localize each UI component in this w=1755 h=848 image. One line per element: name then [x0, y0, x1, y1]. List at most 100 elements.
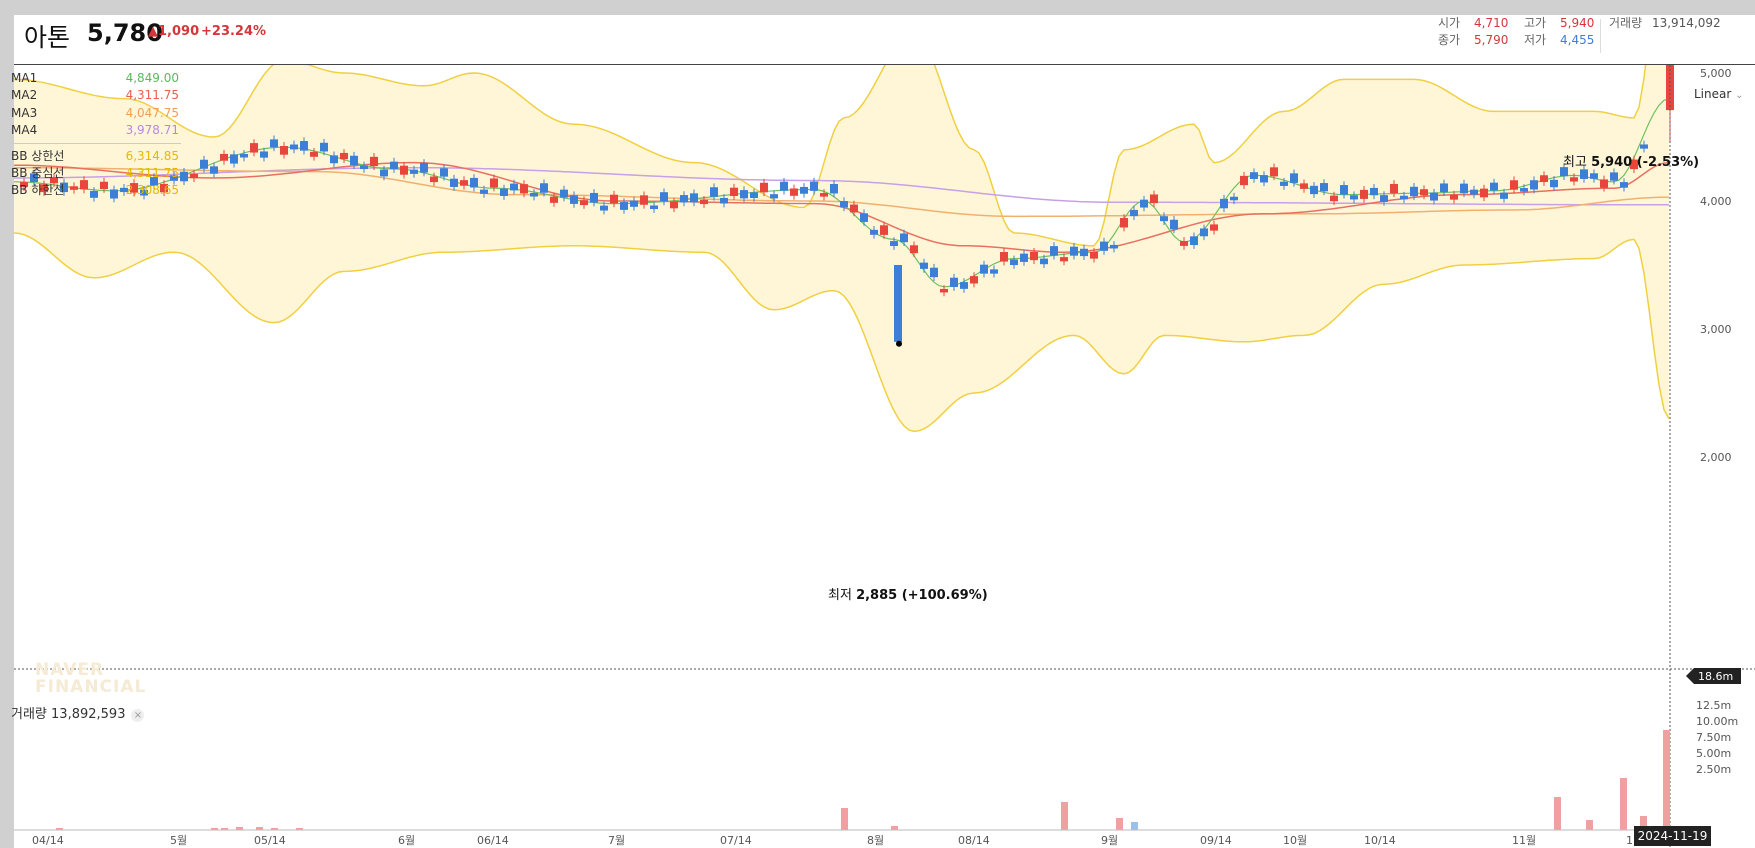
- candle-body: [450, 178, 458, 187]
- candle-body: [1340, 185, 1348, 195]
- close-icon[interactable]: ×: [131, 709, 145, 722]
- bollinger-lower-line: [14, 232, 1670, 433]
- candle-body: [540, 183, 548, 193]
- candle-body: [410, 169, 418, 174]
- ohlc-values-col2: 5,940 4,455: [1560, 15, 1594, 49]
- candle-body: [820, 193, 828, 197]
- volume-label: 거래량: [1609, 16, 1643, 30]
- candle-body: [1260, 175, 1268, 183]
- candle-body: [690, 193, 698, 203]
- x-axis-label: 6월: [398, 834, 415, 847]
- candle-body: [1450, 194, 1458, 200]
- low-label: 저가: [1524, 33, 1547, 47]
- candle-body: [700, 199, 708, 205]
- candle-body: [730, 187, 738, 196]
- watermark-logo: NAVER FINANCIAL: [35, 662, 146, 696]
- high-annotation: 최고 5,940 (-2.53%): [1563, 155, 1700, 170]
- candle-body: [20, 182, 28, 188]
- candle-body: [430, 176, 438, 183]
- price-chart-canvas[interactable]: 6,0005,0004,0003,0002,0005,79018.6m12.5m…: [14, 65, 1755, 848]
- candle-body-drop: [894, 265, 902, 342]
- candle-body: [640, 195, 648, 205]
- candle-body: [650, 205, 658, 210]
- candle-body: [400, 165, 408, 175]
- candle-body: [740, 190, 748, 199]
- candle-body: [260, 151, 268, 158]
- candle-body: [1020, 253, 1028, 262]
- candle-body: [130, 183, 138, 193]
- candle-body: [720, 197, 728, 204]
- price-axis-label: 3,000: [1700, 323, 1732, 336]
- candle-body: [910, 245, 918, 254]
- candle-body: [1490, 182, 1498, 191]
- candle-body: [40, 184, 48, 193]
- candle-body: [1010, 259, 1018, 266]
- candle-body: [1500, 192, 1508, 199]
- candle-body: [520, 184, 528, 194]
- candle-body: [950, 277, 958, 287]
- candle-body: [930, 267, 938, 278]
- price-axis-label: 2,000: [1700, 451, 1732, 464]
- open-value: 4,710: [1474, 16, 1509, 30]
- x-axis-label: 11월: [1512, 834, 1536, 847]
- low-annotation: 최저 2,885 (+100.69%): [828, 588, 988, 603]
- open-label: 시가: [1438, 16, 1461, 30]
- candle-body: [870, 229, 878, 235]
- candle-body: [170, 175, 178, 181]
- candle-body: [970, 276, 978, 284]
- legend-ma2: MA2 4,311.75: [11, 88, 179, 103]
- x-axis-label: 1: [1626, 834, 1633, 847]
- candle-body: [980, 264, 988, 274]
- current-price: 5,780: [87, 19, 163, 47]
- scale-mode-dropdown[interactable]: Linear ⌄: [1694, 87, 1744, 101]
- candle-body: [1590, 173, 1598, 179]
- candle-body: [840, 201, 848, 208]
- candle-body: [780, 181, 788, 191]
- candle-body: [530, 192, 538, 197]
- candle-body: [190, 173, 198, 179]
- candle-body: [1630, 159, 1638, 170]
- candle-body: [710, 187, 718, 197]
- candle-body: [550, 196, 558, 203]
- header-divider: [1600, 19, 1601, 53]
- bollinger-upper-line: [14, 65, 1647, 247]
- candle-body: [750, 192, 758, 199]
- x-axis-label: 9월: [1101, 834, 1118, 847]
- stock-name: 아톤: [24, 23, 71, 52]
- candle-body: [1250, 172, 1258, 179]
- legend-ma1: MA1 4,849.00: [11, 71, 179, 85]
- x-axis-label: 10/14: [1364, 834, 1396, 847]
- candle-body: [1160, 216, 1168, 222]
- volume-max-tag: [1686, 668, 1741, 684]
- candle-body: [1430, 192, 1438, 201]
- candle-body: [1110, 244, 1118, 249]
- volume-bar: [1640, 816, 1647, 830]
- x-axis-label: 08/14: [958, 834, 990, 847]
- volume-axis-label: 12.5m: [1696, 699, 1731, 712]
- ohlc-labels-col1: 시가 종가: [1438, 15, 1460, 49]
- candle-body: [220, 153, 228, 161]
- chart-container[interactable]: 아톤 5,780 ▲1,090 +23.24% 시가 종가 4,710 5,79…: [11, 15, 1755, 848]
- candle-body: [1240, 175, 1248, 186]
- candle-body: [180, 171, 188, 182]
- candle-body: [420, 163, 428, 173]
- volume-bar: [221, 828, 228, 830]
- candle-body: [60, 182, 68, 193]
- candle-body: [1620, 182, 1628, 188]
- candle-body: [860, 213, 868, 222]
- candle-body: [1470, 189, 1478, 195]
- candle-body: [110, 189, 118, 199]
- candle-body: [1420, 189, 1428, 196]
- candle-body: [1510, 180, 1518, 190]
- candle-body: [330, 155, 338, 164]
- candle-body: [1190, 236, 1198, 246]
- candle-body: [1170, 219, 1178, 230]
- x-axis-label: 8월: [867, 834, 884, 847]
- candle-body: [320, 142, 328, 152]
- x-axis-label: 10월: [1283, 834, 1307, 847]
- ohlc-values-col1: 4,710 5,790: [1474, 15, 1508, 49]
- candle-body: [1150, 194, 1158, 204]
- legend-bb-middle: BB 중심선 4,311.75: [11, 166, 179, 181]
- volume-bar: [1061, 802, 1068, 830]
- candle-body: [120, 187, 128, 193]
